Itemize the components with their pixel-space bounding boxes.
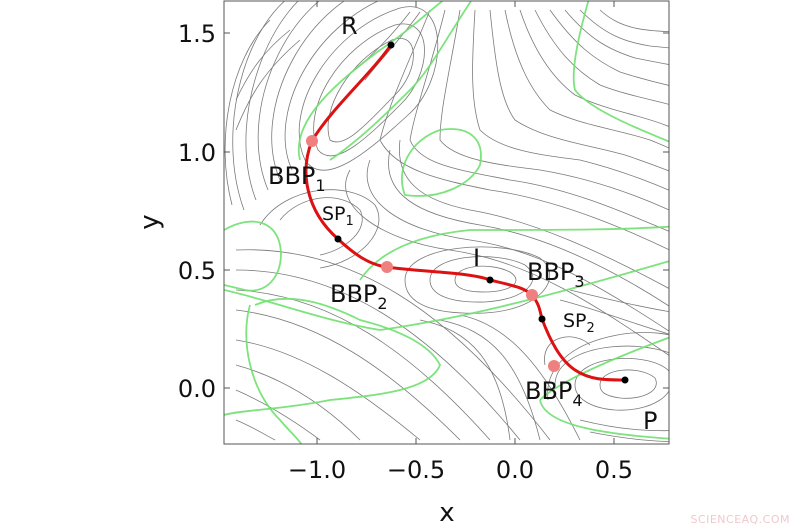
- r-marker: [387, 41, 395, 49]
- label-bbp3: BBP3: [527, 258, 585, 291]
- svg-text:0.0: 0.0: [178, 375, 216, 403]
- label-p: P: [643, 407, 657, 435]
- plot-area: [223, 0, 670, 445]
- y-tick-labels: 1.5 1.0 0.5 0.0: [178, 20, 216, 403]
- label-sp2: SP2: [563, 310, 595, 336]
- label-bbp2: BBP2: [330, 280, 388, 313]
- i-marker: [486, 276, 494, 284]
- plot-frame: [223, 0, 670, 445]
- sp2-marker: [538, 315, 546, 323]
- point-labels: R BBP1 SP1 BBP2 I BBP3 SP2 BBP4 P: [268, 12, 657, 435]
- bbp4-marker: [548, 360, 560, 372]
- label-i: I: [473, 244, 480, 272]
- y-axis-label: y: [135, 214, 165, 229]
- svg-text:−1.0: −1.0: [288, 456, 346, 484]
- label-bbp4: BBP4: [525, 377, 583, 410]
- y-ticks: [224, 32, 669, 389]
- watermark: SCIENCEAQ.COM: [690, 513, 790, 526]
- label-sp1: SP1: [322, 203, 354, 229]
- svg-text:1.0: 1.0: [178, 139, 216, 167]
- label-r: R: [341, 12, 358, 40]
- svg-text:0.5: 0.5: [595, 456, 633, 484]
- x-tick-labels: −1.0 −0.5 0.0 0.5: [288, 456, 633, 484]
- svg-text:0.5: 0.5: [178, 257, 216, 285]
- svg-text:1.5: 1.5: [178, 20, 216, 48]
- bbp1-marker: [306, 135, 318, 147]
- svg-text:0.0: 0.0: [496, 456, 534, 484]
- label-bbp1: BBP1: [268, 162, 326, 195]
- bbp3-marker: [526, 289, 538, 301]
- sp1-marker: [334, 235, 342, 243]
- x-ticks: [316, 1, 615, 444]
- p-marker: [621, 376, 629, 384]
- svg-text:−0.5: −0.5: [387, 456, 445, 484]
- x-axis-label: x: [439, 498, 454, 528]
- green-contours: [224, 1, 669, 444]
- bbp2-marker: [381, 261, 393, 273]
